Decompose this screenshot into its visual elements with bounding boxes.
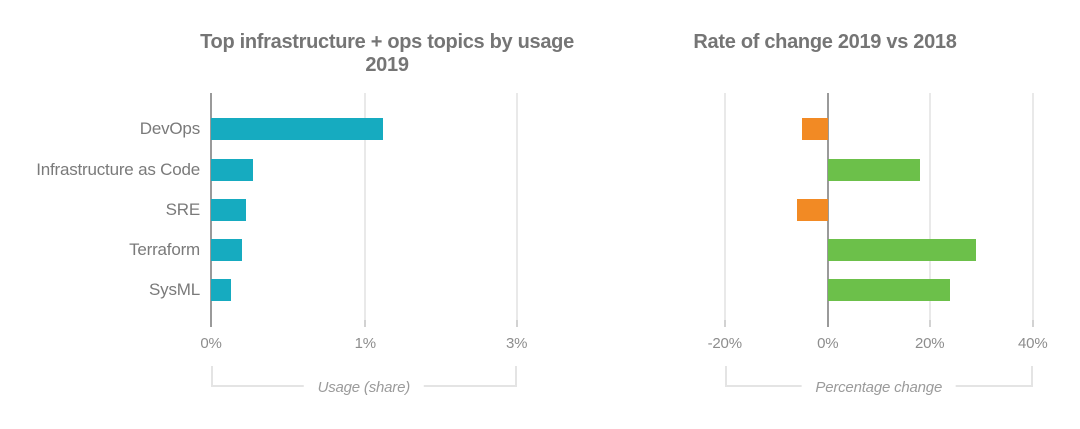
- bar-sre: [796, 199, 828, 221]
- bar-terraform: [827, 239, 977, 261]
- x-tick-label-0: 0%: [200, 335, 222, 352]
- gridline-40: [1031, 93, 1034, 320]
- gridline-20: [723, 93, 726, 320]
- category-label-infrastructure-as-code: Infrastructure as Code: [36, 160, 200, 179]
- tick-mark-40: [1031, 320, 1034, 327]
- zero-axis-line: [826, 93, 829, 327]
- x-tick-label-1: 1%: [354, 335, 376, 352]
- bar-sysml: [827, 279, 951, 301]
- category-label-terraform: Terraform: [129, 240, 200, 259]
- bar-infrastructure-as-code: [211, 159, 253, 181]
- x-tick-label-40: 40%: [1018, 335, 1048, 352]
- category-label-devops: DevOps: [139, 119, 200, 138]
- rate-chart-title: Rate of change 2019 vs 2018: [693, 31, 957, 53]
- x-tick-label-20: 20%: [915, 335, 945, 352]
- x-tick-label-3: 3%: [505, 335, 528, 352]
- bar-devops: [801, 118, 828, 140]
- usage-x-axis-label: Usage (share): [303, 379, 425, 396]
- rate-x-axis-bracket: Percentage change: [724, 366, 1033, 396]
- usage-x-axis-bracket: Usage (share): [211, 366, 517, 396]
- x-tick-label-0: 0%: [817, 335, 839, 352]
- bar-terraform: [211, 239, 242, 261]
- bar-sysml: [211, 279, 232, 301]
- usage-chart-title: Top infrastructure + ops topics by usage…: [200, 31, 574, 76]
- tick-mark-20: [723, 320, 726, 327]
- bar-infrastructure-as-code: [827, 159, 920, 181]
- tick-mark-1: [364, 320, 367, 327]
- bar-sre: [211, 199, 247, 221]
- rate-x-axis-label: Percentage change: [801, 379, 957, 396]
- gridline-1: [364, 93, 367, 320]
- tick-mark-3: [515, 320, 518, 327]
- x-tick-label-20: -20%: [707, 335, 742, 352]
- gridline-3: [515, 93, 518, 320]
- category-label-sysml: SysML: [149, 280, 200, 299]
- gridline-20: [928, 93, 931, 320]
- tick-mark-20: [928, 320, 931, 327]
- bar-devops: [211, 118, 383, 140]
- category-label-sre: SRE: [165, 200, 201, 219]
